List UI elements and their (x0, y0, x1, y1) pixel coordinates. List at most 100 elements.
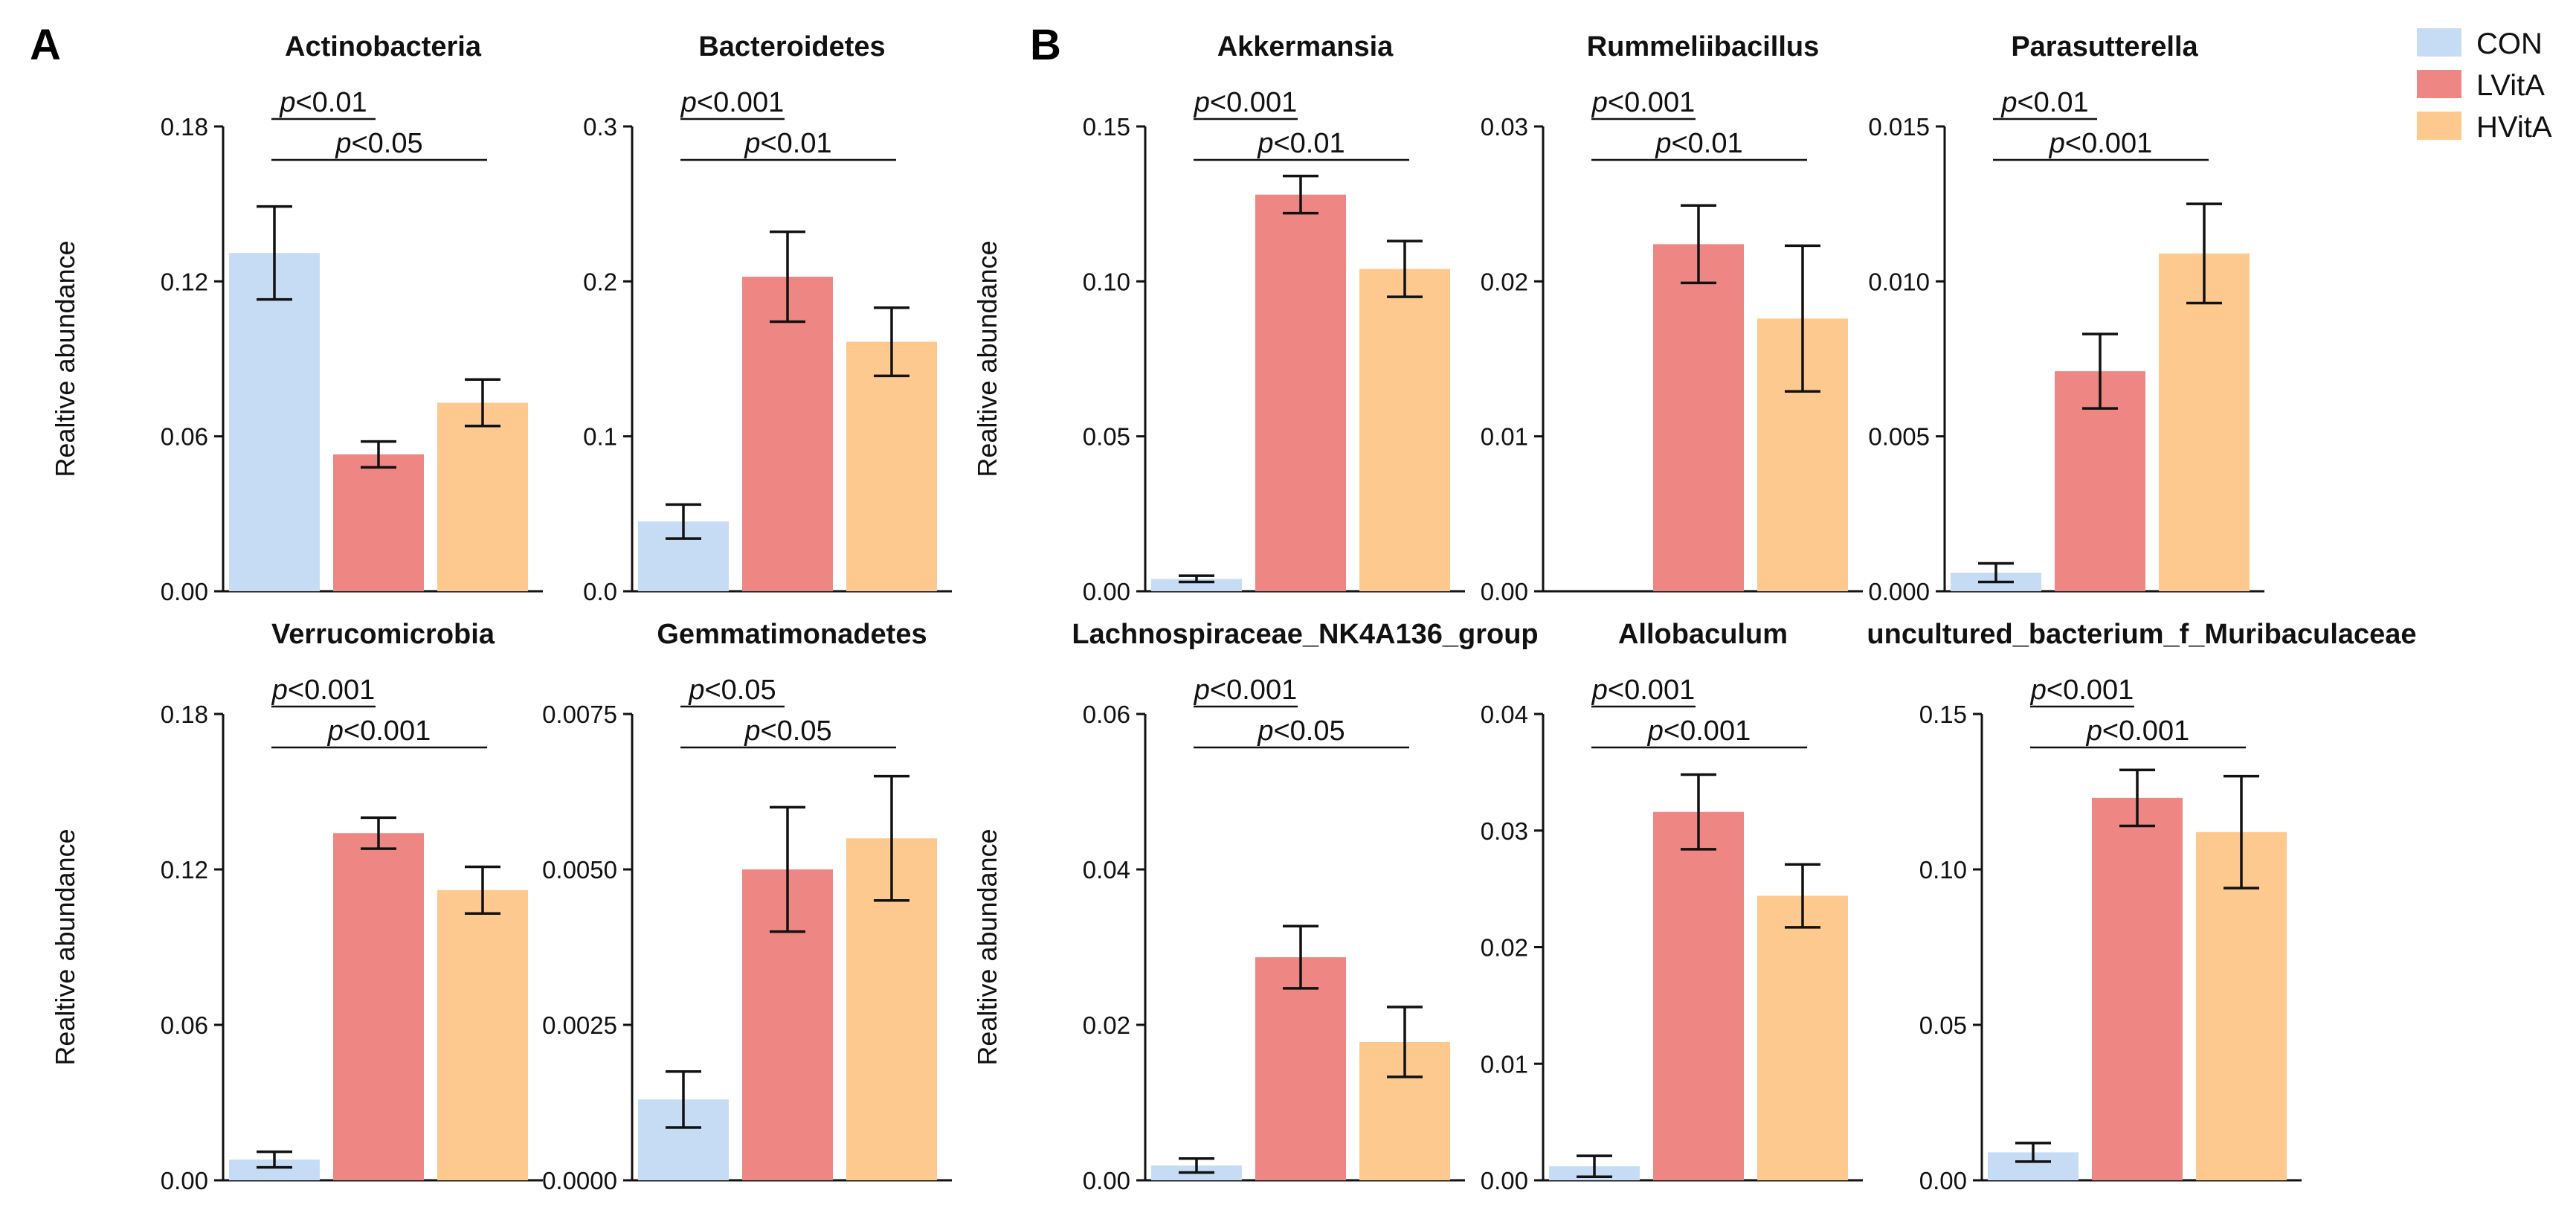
chart-7: Gemmatimonadetes 0.0000 0.0025 0.0050 0.0075… (542, 619, 952, 1194)
y-tick-label: 0.01 (1481, 423, 1528, 451)
y-tick-label: 0.03 (1481, 817, 1528, 845)
y-tick-label: 0.15 (1919, 701, 1967, 728)
y-tick-label: 0.0050 (542, 856, 617, 884)
panel-label-a: A (30, 21, 61, 69)
y-tick-label: 0.15 (1083, 113, 1130, 141)
y-tick-label: 0.0025 (542, 1011, 617, 1039)
significance-label: p<0.001 (680, 87, 784, 118)
y-tick-label: 0.01 (1481, 1050, 1528, 1078)
significance-label: p<0.001 (1647, 715, 1751, 747)
chart-2: Bacteroidetes 0.0 0.1 0.2 0.3 p<0.001 p<0.01 (583, 31, 952, 605)
bar-con (229, 253, 320, 591)
legend-swatch-lvita (2417, 70, 2461, 98)
significance-label: p<0.05 (688, 675, 776, 706)
bar-lvita (333, 454, 424, 591)
y-tick-label: 0.00 (1083, 578, 1130, 605)
significance-label: p<0.01 (1257, 128, 1345, 159)
y-tick-label: 0.0000 (542, 1167, 617, 1194)
y-tick-label: 0.06 (161, 423, 208, 451)
legend: CON LVitA HVitA (2417, 28, 2552, 144)
bar-lvita (2092, 797, 2183, 1180)
y-tick-label: 0.12 (161, 268, 208, 295)
significance-label: p<0.001 (1194, 675, 1297, 706)
y-tick-label: 0.00 (1481, 1167, 1528, 1194)
significance-label: p<0.01 (1655, 128, 1742, 159)
y-tick-label: 0.00 (161, 578, 208, 605)
chart-title: Verrucomicrobia (271, 619, 495, 650)
y-axis-label: Realtive abundance (50, 829, 80, 1065)
legend-swatch-hvita (2417, 112, 2461, 140)
y-tick-label: 0.2 (583, 268, 617, 295)
significance-label: p<0.05 (744, 715, 831, 747)
legend-label-lvita: LVitA (2476, 69, 2545, 102)
y-tick-label: 0.10 (1919, 856, 1967, 884)
y-axis-label: Realtive abundance (972, 240, 1002, 477)
bar-lvita (742, 277, 833, 591)
legend-label-hvita: HVitA (2476, 111, 2552, 144)
chart-title: Lachnospiraceae_NK4A136_group (1072, 619, 1538, 650)
y-tick-label: 0.02 (1083, 1011, 1130, 1039)
bar-lvita (1653, 811, 1744, 1180)
bar-lvita (1255, 957, 1346, 1180)
y-tick-label: 0.02 (1481, 934, 1528, 962)
legend-label-con: CON (2476, 28, 2543, 60)
y-tick-label: 0.12 (161, 856, 208, 884)
bar-hvita (2159, 253, 2250, 591)
y-tick-label: 0.04 (1083, 856, 1130, 884)
y-tick-label: 0.02 (1481, 268, 1528, 295)
significance-label: p<0.001 (1591, 675, 1695, 706)
bar-lvita (1255, 194, 1346, 592)
significance-label: p<0.001 (1591, 87, 1695, 118)
y-axis-label: Realtive abundance (972, 829, 1002, 1065)
chart-title: Parasutterella (2011, 31, 2198, 62)
chart-8: Lachnospiraceae_NK4A136_group 0.00 0.02 0.0… (972, 619, 1539, 1194)
y-tick-label: 0.00 (1083, 1167, 1130, 1194)
chart-title: Gemmatimonadetes (657, 619, 927, 650)
chart-title: Allobaculum (1618, 619, 1788, 650)
y-tick-label: 0.04 (1481, 701, 1528, 728)
chart-6: Verrucomicrobia 0.00 0.06 0.12 0.18 Realtive … (50, 619, 543, 1194)
panel-label-b: B (1030, 21, 1061, 69)
chart-1: Actinobacteria 0.00 0.06 0.12 0.18 Realtive a… (50, 31, 543, 605)
bar-hvita (2196, 831, 2287, 1180)
y-tick-label: 0.18 (161, 113, 208, 141)
chart-panels: Actinobacteria 0.00 0.06 0.12 0.18 Realtive a… (50, 31, 2417, 1194)
significance-label: p<0.05 (335, 128, 422, 159)
y-tick-label: 0.00 (1481, 578, 1528, 605)
bar-hvita (846, 341, 937, 591)
bar-con (1151, 579, 1242, 591)
chart-5: Parasutterella 0.000 0.005 0.010 0.015 p<0.01… (1868, 31, 2264, 605)
y-tick-label: 0.06 (1083, 701, 1130, 728)
significance-label: p<0.001 (327, 715, 431, 747)
significance-label: p<0.001 (2086, 715, 2189, 747)
y-tick-label: 0.005 (1868, 423, 1930, 451)
y-tick-label: 0.0 (583, 578, 617, 605)
legend-swatch-con (2417, 28, 2461, 57)
y-tick-label: 0.18 (161, 701, 208, 728)
y-tick-label: 0.05 (1083, 423, 1130, 451)
chart-title: Akkermansia (1217, 31, 1394, 62)
y-tick-label: 0.015 (1868, 113, 1930, 141)
y-tick-label: 0.05 (1919, 1011, 1967, 1039)
chart-title: Rummeliibacillus (1587, 31, 1820, 62)
y-tick-label: 0.1 (583, 423, 617, 451)
significance-label: p<0.001 (271, 675, 375, 706)
chart-10: uncultured_bacterium_f_Muribaculaceae 0.0… (1867, 619, 2416, 1194)
y-axis-label: Realtive abundance (50, 240, 80, 477)
y-tick-label: 0.000 (1868, 578, 1930, 605)
chart-3: Akkermansia 0.00 0.05 0.10 0.15 Realtive abun… (972, 31, 1465, 605)
bar-hvita (1359, 268, 1450, 591)
significance-label: p<0.01 (744, 128, 831, 159)
significance-label: p<0.05 (1257, 715, 1345, 747)
significance-label: p<0.01 (279, 87, 367, 118)
bar-hvita (437, 890, 528, 1180)
y-tick-label: 0.06 (161, 1011, 208, 1039)
bar-hvita (437, 402, 528, 591)
y-tick-label: 0.03 (1481, 113, 1528, 141)
y-tick-label: 0.00 (161, 1167, 208, 1194)
bar-lvita (1653, 244, 1744, 591)
y-tick-label: 0.00 (1919, 1167, 1967, 1194)
y-tick-label: 0.10 (1083, 268, 1130, 295)
y-tick-label: 0.0075 (542, 701, 617, 728)
